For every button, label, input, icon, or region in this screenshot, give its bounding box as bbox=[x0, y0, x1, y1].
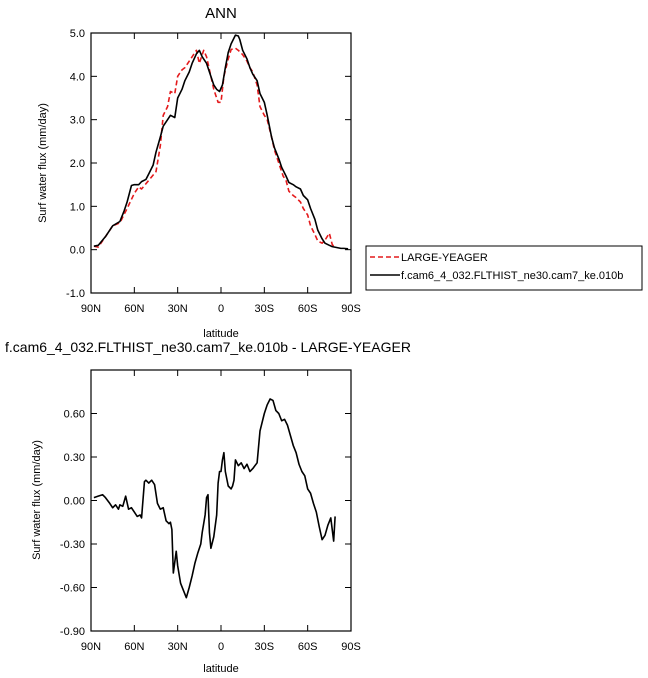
legend: LARGE-YEAGER f.cam6_4_032.FLTHIST_ne30.c… bbox=[365, 245, 643, 291]
top-x-tick-label: 30S bbox=[255, 303, 275, 315]
bottom-x-tick-label: 0 bbox=[218, 641, 224, 653]
top-y-axis-label: Surf water flux (mm/day) bbox=[37, 103, 49, 223]
bottom-x-tick-label: 60N bbox=[124, 641, 144, 653]
legend-label-cam: f.cam6_4_032.FLTHIST_ne30.cam7_ke.010b bbox=[401, 270, 623, 282]
top-x-tick-label: 90N bbox=[81, 303, 101, 315]
top-x-tick-label: 30N bbox=[168, 303, 188, 315]
top-panel: ANN 90N 60N 30N 0 30S 60S 90S -1.0 0.0 1.0 2.0 3.0 4… bbox=[37, 5, 643, 340]
top-chart-title: ANN bbox=[205, 5, 237, 22]
top-x-axis-label: latitude bbox=[203, 328, 238, 340]
top-y-tick-label: 2.0 bbox=[70, 158, 85, 170]
top-series-line-0 bbox=[93, 47, 335, 248]
top-y-tick-label: 0.0 bbox=[70, 245, 85, 257]
top-x-tick-label: 0 bbox=[218, 303, 224, 315]
top-x-tick-label: 90S bbox=[341, 303, 361, 315]
bottom-x-tick-label: 30S bbox=[255, 641, 275, 653]
bottom-x-tick-label: 90N bbox=[81, 641, 101, 653]
top-x-tick-label: 60N bbox=[124, 303, 144, 315]
bottom-axes: 90N 60N 30N 0 30S 60S 90S -0.90 -0.60 -0.30 0.00 0.… bbox=[60, 370, 361, 653]
top-axes: 90N 60N 30N 0 30S 60S 90S -1.0 0.0 1.0 2.0 3.0 4.0 5.… bbox=[66, 28, 361, 315]
bottom-x-tick-label: 30N bbox=[168, 641, 188, 653]
top-y-tick-label: -1.0 bbox=[66, 288, 85, 300]
top-y-tick-label: 4.0 bbox=[70, 71, 85, 83]
legend-box bbox=[365, 245, 643, 291]
bottom-y-tick-label: 0.00 bbox=[64, 496, 85, 508]
top-y-tick-label: 1.0 bbox=[70, 201, 85, 213]
top-plot-frame bbox=[90, 32, 352, 294]
top-series-layer bbox=[93, 34, 349, 250]
bottom-series-layer bbox=[93, 398, 336, 599]
bottom-y-tick-label: 0.60 bbox=[64, 409, 85, 421]
top-y-tick-label: 5.0 bbox=[70, 28, 85, 40]
bottom-x-tick-label: 90S bbox=[341, 641, 361, 653]
bottom-x-tick-label: 60S bbox=[298, 641, 318, 653]
bottom-y-tick-label: 0.30 bbox=[64, 452, 85, 464]
bottom-y-tick-label: -0.30 bbox=[60, 539, 85, 551]
bottom-y-axis-label: Surf water flux (mm/day) bbox=[31, 440, 43, 560]
bottom-series-line-0 bbox=[93, 398, 336, 599]
bottom-y-tick-label: -0.60 bbox=[60, 583, 85, 595]
bottom-y-tick-label: -0.90 bbox=[60, 626, 85, 638]
top-x-tick-label: 60S bbox=[298, 303, 318, 315]
legend-label-large-yeager: LARGE-YEAGER bbox=[401, 252, 488, 264]
bottom-x-axis-label: latitude bbox=[203, 663, 238, 675]
bottom-panel: f.cam6_4_032.FLTHIST_ne30.cam7_ke.010b -… bbox=[5, 339, 411, 675]
bottom-chart-title: f.cam6_4_032.FLTHIST_ne30.cam7_ke.010b -… bbox=[5, 339, 411, 355]
top-y-tick-label: 3.0 bbox=[70, 115, 85, 127]
top-series-line-1 bbox=[93, 34, 349, 250]
